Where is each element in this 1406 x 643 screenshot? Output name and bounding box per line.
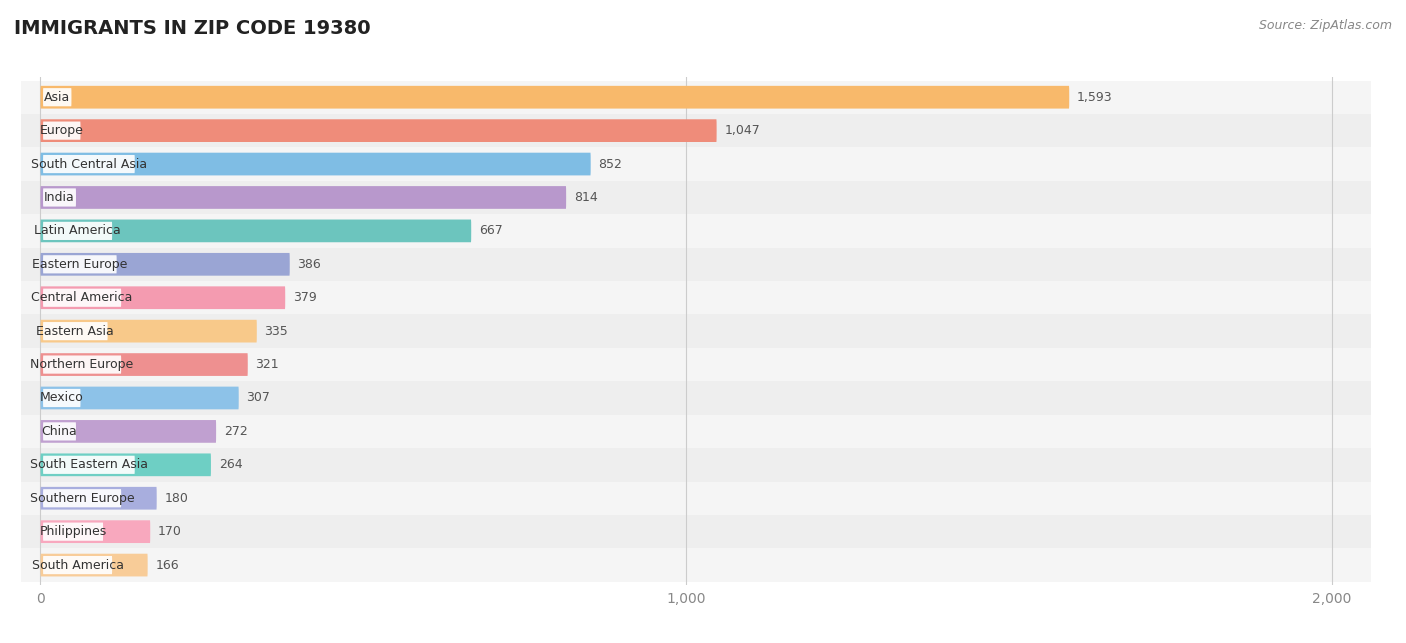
FancyBboxPatch shape <box>21 281 1378 314</box>
FancyBboxPatch shape <box>44 489 121 507</box>
Text: China: China <box>42 425 77 438</box>
FancyBboxPatch shape <box>41 453 211 476</box>
Text: Northern Europe: Northern Europe <box>31 358 134 371</box>
FancyBboxPatch shape <box>41 219 471 242</box>
Text: 166: 166 <box>156 559 179 572</box>
FancyBboxPatch shape <box>41 286 285 309</box>
FancyBboxPatch shape <box>44 523 103 541</box>
FancyBboxPatch shape <box>21 348 1378 381</box>
Text: 1,593: 1,593 <box>1077 91 1112 104</box>
FancyBboxPatch shape <box>44 88 72 106</box>
Text: 264: 264 <box>219 458 242 471</box>
FancyBboxPatch shape <box>44 422 76 440</box>
Text: Europe: Europe <box>39 124 84 137</box>
Text: Source: ZipAtlas.com: Source: ZipAtlas.com <box>1258 19 1392 32</box>
Text: South Central Asia: South Central Asia <box>31 158 148 170</box>
FancyBboxPatch shape <box>21 114 1378 147</box>
FancyBboxPatch shape <box>44 556 112 574</box>
FancyBboxPatch shape <box>21 381 1378 415</box>
Text: South America: South America <box>31 559 124 572</box>
FancyBboxPatch shape <box>21 448 1378 482</box>
FancyBboxPatch shape <box>41 554 148 576</box>
FancyBboxPatch shape <box>21 147 1378 181</box>
Text: India: India <box>44 191 75 204</box>
FancyBboxPatch shape <box>21 314 1378 348</box>
FancyBboxPatch shape <box>41 119 717 142</box>
Text: Asia: Asia <box>44 91 70 104</box>
Text: 170: 170 <box>157 525 181 538</box>
FancyBboxPatch shape <box>41 520 150 543</box>
FancyBboxPatch shape <box>41 86 1069 109</box>
FancyBboxPatch shape <box>21 181 1378 214</box>
Text: 272: 272 <box>224 425 247 438</box>
FancyBboxPatch shape <box>44 322 108 340</box>
FancyBboxPatch shape <box>21 415 1378 448</box>
FancyBboxPatch shape <box>21 482 1378 515</box>
Text: Mexico: Mexico <box>39 392 83 404</box>
FancyBboxPatch shape <box>41 320 257 343</box>
FancyBboxPatch shape <box>21 548 1378 582</box>
FancyBboxPatch shape <box>44 188 76 206</box>
FancyBboxPatch shape <box>44 122 80 140</box>
Text: Latin America: Latin America <box>34 224 121 237</box>
Text: 379: 379 <box>292 291 316 304</box>
Text: 852: 852 <box>599 158 623 170</box>
FancyBboxPatch shape <box>44 389 80 407</box>
Text: 180: 180 <box>165 492 188 505</box>
FancyBboxPatch shape <box>44 289 121 307</box>
Text: Eastern Asia: Eastern Asia <box>37 325 114 338</box>
Text: 335: 335 <box>264 325 288 338</box>
FancyBboxPatch shape <box>44 222 112 240</box>
Text: 1,047: 1,047 <box>724 124 761 137</box>
Text: 386: 386 <box>298 258 321 271</box>
FancyBboxPatch shape <box>41 152 591 176</box>
FancyBboxPatch shape <box>41 420 217 443</box>
Text: Eastern Europe: Eastern Europe <box>32 258 128 271</box>
FancyBboxPatch shape <box>44 356 121 374</box>
FancyBboxPatch shape <box>41 253 290 276</box>
FancyBboxPatch shape <box>41 353 247 376</box>
Text: IMMIGRANTS IN ZIP CODE 19380: IMMIGRANTS IN ZIP CODE 19380 <box>14 19 371 39</box>
FancyBboxPatch shape <box>41 487 156 510</box>
FancyBboxPatch shape <box>21 80 1378 114</box>
Text: 667: 667 <box>479 224 503 237</box>
FancyBboxPatch shape <box>44 155 135 173</box>
Text: Philippines: Philippines <box>39 525 107 538</box>
Text: 321: 321 <box>256 358 280 371</box>
Text: 307: 307 <box>246 392 270 404</box>
FancyBboxPatch shape <box>41 186 567 209</box>
FancyBboxPatch shape <box>21 214 1378 248</box>
FancyBboxPatch shape <box>21 515 1378 548</box>
FancyBboxPatch shape <box>44 456 135 474</box>
Text: South Eastern Asia: South Eastern Asia <box>30 458 148 471</box>
FancyBboxPatch shape <box>44 255 117 273</box>
Text: Central America: Central America <box>31 291 132 304</box>
Text: 814: 814 <box>574 191 598 204</box>
FancyBboxPatch shape <box>41 386 239 410</box>
Text: Southern Europe: Southern Europe <box>30 492 135 505</box>
FancyBboxPatch shape <box>21 248 1378 281</box>
